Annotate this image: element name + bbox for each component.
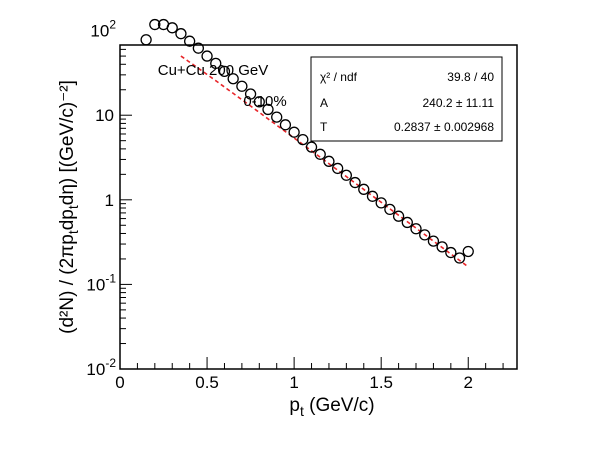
centrality-label: 0-10% (243, 93, 286, 110)
collision-system-label: Cu+Cu 200 GeV (158, 62, 269, 79)
data-point (227, 73, 239, 85)
data-point (445, 246, 457, 259)
y-tick-label: 10 (95, 106, 114, 125)
data-point (201, 50, 213, 62)
stats-a-value: 240.2 ± 11.11 (422, 96, 494, 110)
data-point (210, 57, 222, 70)
data-point (149, 18, 161, 31)
data-point (419, 229, 431, 241)
x-tick-label: 0.5 (195, 373, 219, 392)
data-point (253, 96, 265, 108)
data-point (427, 235, 440, 247)
data-point (462, 245, 474, 258)
data-point (366, 190, 379, 202)
data-point (375, 197, 387, 209)
data-point (323, 155, 335, 167)
data-point (401, 216, 413, 229)
y-tick-label: 1 (105, 191, 114, 210)
data-point (340, 169, 353, 181)
stats-t-label: T (320, 120, 328, 134)
data-point (392, 210, 405, 222)
data-point (297, 133, 309, 146)
y-tick-label: 102 (90, 18, 116, 41)
stats-t-value: 0.2837 ± 0.002968 (394, 120, 494, 134)
data-point (410, 223, 422, 235)
data-point (384, 203, 396, 216)
y-tick-label: 10-2 (86, 356, 116, 379)
y-axis-title: (d²N) / (2πptdptdη) [(GeV/c)⁻²] (57, 80, 81, 334)
x-tick-label: 1 (289, 373, 298, 392)
data-point (314, 148, 326, 160)
data-point (262, 103, 274, 116)
axis-ticks (119, 48, 504, 370)
data-point (244, 88, 257, 100)
stats-chi2-label: χ² / ndf (320, 70, 358, 84)
data-point (175, 28, 187, 40)
data-point (166, 22, 178, 34)
data-point (218, 65, 231, 78)
data-point (288, 126, 300, 138)
y-tick-label: 10-1 (86, 271, 116, 294)
data-point (192, 42, 205, 54)
stats-a-label: A (320, 96, 328, 110)
data-point (358, 183, 370, 195)
x-tick-label: 0 (115, 373, 124, 392)
data-point (349, 176, 361, 189)
data-point (436, 241, 448, 253)
tick-labels: 0 0.5 1 1.5 2 10-2 10-1 1 10 102 (86, 18, 473, 392)
data-point (236, 80, 248, 92)
data-point (305, 141, 318, 153)
data-point (453, 252, 466, 264)
stats-box-frame (310, 56, 503, 142)
data-point (271, 111, 283, 123)
x-tick-label: 1.5 (369, 373, 393, 392)
fit-stats-box: χ² / ndf 39.8 / 40 A 240.2 ± 11.11 T 0.2… (310, 56, 503, 142)
data-point (183, 35, 196, 47)
data-points (140, 18, 474, 264)
x-axis-title: pt (GeV/c) (289, 395, 374, 419)
stats-chi2-value: 39.8 / 40 (447, 70, 494, 84)
data-point (332, 162, 344, 175)
x-tick-label: 2 (464, 373, 473, 392)
data-point (279, 119, 292, 131)
plot-frame (119, 44, 518, 370)
